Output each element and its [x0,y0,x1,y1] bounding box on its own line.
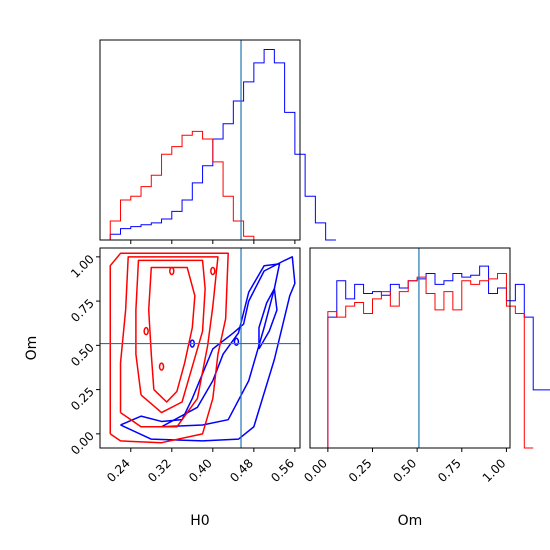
joint-x-tick-label: 0.48 [227,456,256,485]
red-contour-island [158,362,165,371]
red-contour-island [169,266,175,276]
om-x-tick-label: 0.25 [346,456,375,485]
joint-y-tick-label: 0.25 [68,385,97,414]
blue-contour-3 [258,287,278,350]
joint-y-tick-label: 0.50 [68,340,97,369]
om-x-tick-label: 1.00 [480,456,509,485]
om-histogram-series [318,265,550,449]
red-contour-1 [109,252,229,444]
h0-histogram-series [109,49,336,241]
joint-y-ticks: 0.00 0.25 0.50 0.75 1.00 [68,252,100,458]
blue-om-histogram [318,265,550,449]
blue-h0-histogram [109,49,336,241]
joint-y-tick-label: 0.00 [68,429,97,458]
joint-y-tick-label: 0.75 [68,296,97,325]
h0-om-joint-panel: 0.24 0.32 0.40 0.48 0.56 0.00 0.25 0.50 0.75 1.0… [24,247,301,529]
red-om-histogram [327,272,534,449]
om-x-tick-label: 0.00 [301,456,330,485]
blue-contour-island [233,337,240,347]
h0-marginal-ticks [130,240,296,244]
joint-x-axis-label: H0 [190,513,209,529]
om-x-ticks: 0.00 0.25 0.50 0.75 1.00 [301,448,509,485]
joint-x-tick-label: 0.24 [104,456,133,485]
joint-x-tick-label: 0.32 [145,456,174,485]
joint-x-tick-label: 0.56 [268,456,297,485]
red-contour-4 [147,266,196,403]
om-x-tick-label: 0.50 [390,456,419,485]
red-contour-2 [119,256,219,428]
om-x-tick-label: 0.75 [435,456,464,485]
h0-marginal-panel [99,39,336,244]
joint-y-axis-label: Om [24,336,40,361]
h0-marginal-frame [99,39,301,241]
om-x-axis-label: Om [398,513,423,529]
blue-contour-2 [161,263,281,428]
red-contour-island [143,326,149,336]
joint-contours [109,252,296,444]
joint-y-tick-label: 1.00 [68,252,97,281]
om-marginal-panel: 0.00 0.25 0.50 0.75 1.00 Om [301,247,550,529]
om-marginal-frame [309,247,511,449]
joint-x-tick-label: 0.40 [186,456,215,485]
joint-x-ticks: 0.24 0.32 0.40 0.48 0.56 [104,448,297,485]
red-h0-histogram [109,130,275,241]
red-contour-island [210,266,216,276]
red-contour-3 [135,259,206,414]
joint-frame [99,247,301,449]
